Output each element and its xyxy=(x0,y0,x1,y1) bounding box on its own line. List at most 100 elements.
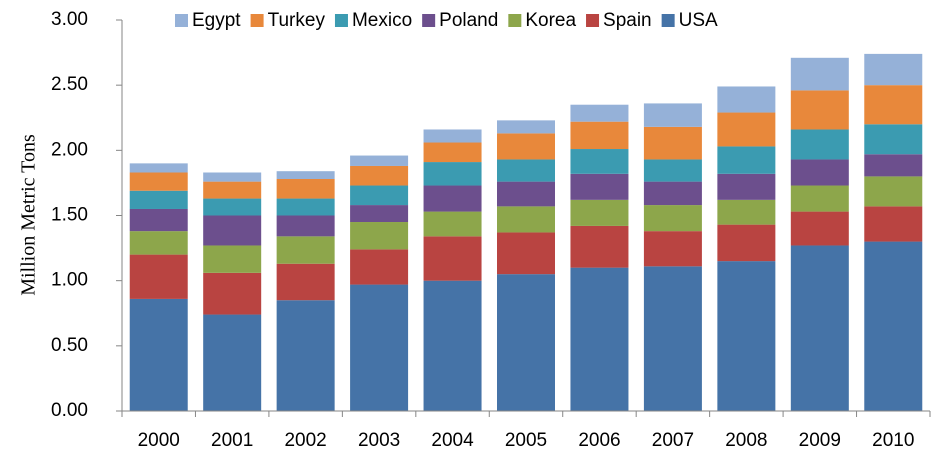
bar-segment xyxy=(643,159,702,182)
bar-segment xyxy=(497,159,555,182)
bar-segment xyxy=(203,181,262,199)
bar-segment xyxy=(203,245,262,273)
bar-segment xyxy=(570,267,629,411)
bar-segment xyxy=(423,162,482,186)
bar-segment xyxy=(717,86,776,113)
bar-segment xyxy=(423,236,482,281)
bar-segment xyxy=(276,215,335,237)
bar-segment xyxy=(203,198,262,216)
legend-swatch xyxy=(334,14,348,27)
bar-segment xyxy=(570,121,629,150)
bar-segment xyxy=(350,185,409,206)
bar-segment xyxy=(350,284,409,411)
y-tick-label: 2.50 xyxy=(51,74,88,95)
x-tick-label: 2008 xyxy=(725,430,767,451)
bar-segment xyxy=(276,171,335,180)
bar-segment xyxy=(643,181,702,206)
bar-segment xyxy=(350,205,409,223)
bar-segment xyxy=(276,263,335,301)
bar-segment xyxy=(203,314,262,411)
x-tick-label: 2000 xyxy=(138,430,180,451)
y-tick-label: 1.00 xyxy=(51,270,88,291)
bar-segment xyxy=(423,185,482,212)
legend-swatch xyxy=(508,14,522,27)
bar-segment xyxy=(570,225,629,268)
bar-segment xyxy=(643,266,702,411)
bar-segment xyxy=(864,124,923,155)
bar-segment xyxy=(790,159,849,186)
bar-segment xyxy=(717,173,776,200)
bar-segment xyxy=(864,206,923,242)
bar-segment xyxy=(129,172,188,191)
bar-segment xyxy=(864,53,923,86)
legend-label: Poland xyxy=(439,10,498,31)
legend-label: USA xyxy=(679,10,718,31)
bar-segment xyxy=(203,272,262,315)
bar-segment xyxy=(423,142,482,163)
bar-segment xyxy=(643,126,702,160)
bar-segment xyxy=(203,172,262,182)
bar-segment xyxy=(129,231,188,255)
bar-segment xyxy=(864,176,923,207)
legend-swatch xyxy=(586,14,600,27)
bar-segment xyxy=(350,249,409,285)
y-tick-label: 2.00 xyxy=(51,139,88,160)
bar-segment xyxy=(497,232,555,275)
legend-label: Spain xyxy=(603,10,652,31)
bar-segment xyxy=(129,298,188,411)
legend-swatch xyxy=(661,14,675,27)
bar-segment xyxy=(129,208,188,232)
bar-segment xyxy=(497,133,555,160)
bar-segment xyxy=(570,173,629,200)
x-tick-label: 2003 xyxy=(358,430,400,451)
legend-swatch xyxy=(250,14,264,27)
x-tick-label: 2004 xyxy=(431,430,474,451)
x-tick-label: 2009 xyxy=(799,430,841,451)
legend-swatch xyxy=(175,14,188,27)
bar-segment xyxy=(790,185,849,212)
bar-segment xyxy=(790,129,849,160)
bar-segment xyxy=(717,199,776,225)
legend-label: Korea xyxy=(525,10,576,31)
bar-segment xyxy=(423,129,482,143)
bar-segment xyxy=(276,179,335,199)
bar-segment xyxy=(717,261,776,411)
bar-segment xyxy=(350,155,409,166)
bar-segment xyxy=(717,112,776,147)
x-tick-label: 2010 xyxy=(872,430,914,451)
y-tick-label: 1.50 xyxy=(51,205,88,226)
bar-segment xyxy=(790,90,849,130)
bar-segment xyxy=(643,103,702,127)
bar-segment xyxy=(276,198,335,216)
legend-label: Egypt xyxy=(192,10,241,31)
x-tick-label: 2001 xyxy=(211,430,253,451)
bar-segment xyxy=(790,57,849,91)
bar-segment xyxy=(717,224,776,262)
bar-segment xyxy=(497,206,555,233)
legend-label: Turkey xyxy=(268,10,326,31)
bar-segment xyxy=(643,205,702,232)
legend-label: Mexico xyxy=(352,10,412,31)
bar-segment xyxy=(350,165,409,186)
x-tick-label: 2007 xyxy=(652,430,694,451)
x-tick-label: 2006 xyxy=(578,430,620,451)
bar-segment xyxy=(203,215,262,246)
x-tick-label: 2005 xyxy=(505,430,547,451)
bar-segment xyxy=(570,149,629,174)
x-tick-label: 2002 xyxy=(284,430,326,451)
legend-swatch xyxy=(422,14,436,27)
bar-segment xyxy=(423,211,482,237)
bar-segment xyxy=(790,245,849,411)
bar-segment xyxy=(570,104,629,122)
bar-segment xyxy=(276,236,335,264)
bar-segment xyxy=(129,254,188,299)
bar-segment xyxy=(423,280,482,411)
bar-segment xyxy=(864,241,923,411)
y-tick-label: 0.00 xyxy=(51,400,88,421)
bar-segment xyxy=(350,222,409,250)
bar-segment xyxy=(497,274,555,411)
bar-segment xyxy=(497,120,555,134)
y-axis-label: Million Metric Tons xyxy=(18,134,40,296)
bar-segment xyxy=(129,190,188,209)
